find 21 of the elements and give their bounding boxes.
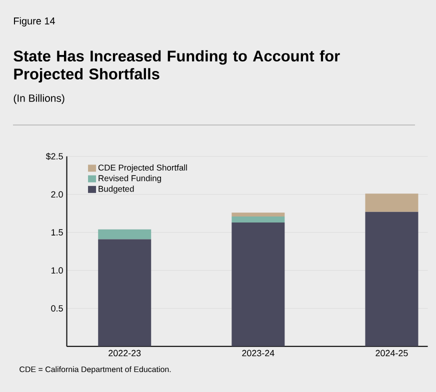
- bar: [232, 216, 285, 223]
- bar: [232, 222, 285, 346]
- x-tick-label: 2022-23: [108, 350, 141, 356]
- chart-subtitle: (In Billions): [14, 94, 64, 104]
- bar: [98, 239, 152, 346]
- legend-label: Budgeted: [98, 186, 134, 194]
- x-tick-label: 2023-24: [242, 350, 274, 356]
- y-tick-label: 1.0: [51, 267, 63, 274]
- y-tick-label: 0.5: [51, 305, 63, 312]
- y-tick-label: $2.5: [46, 152, 63, 160]
- legend-label: CDE Projected Shortfall: [98, 164, 187, 172]
- x-tick-label: 2024-25: [376, 350, 408, 356]
- bar: [365, 212, 418, 346]
- y-tick-label: 2.0: [51, 191, 63, 198]
- y-tick-label: 1.5: [51, 229, 63, 236]
- chart-title: State Has Increased Funding to Account for Projected Shortfalls: [14, 50, 340, 83]
- caption: Figure 14: [14, 17, 55, 26]
- bar: [365, 194, 418, 212]
- legend-label: Revised Funding: [98, 175, 162, 183]
- bar: [232, 212, 285, 216]
- bar: [98, 229, 152, 240]
